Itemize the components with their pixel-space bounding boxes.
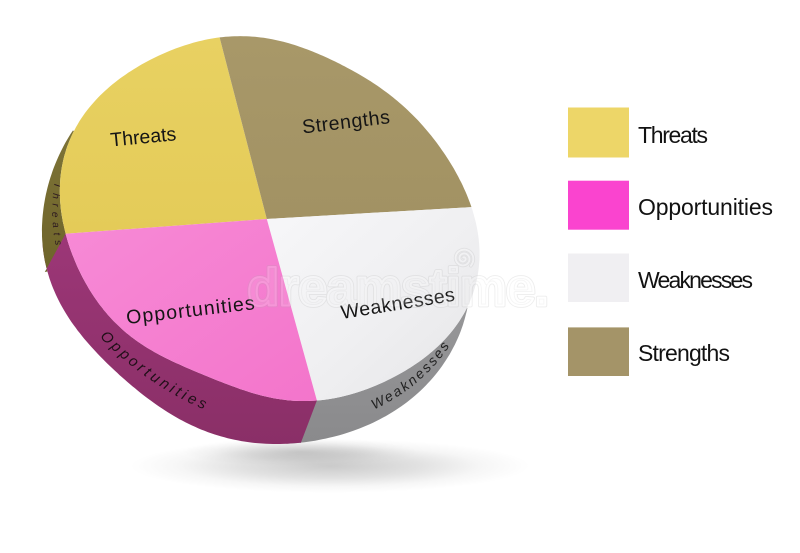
svg-text:Strengths: Strengths [638,340,730,366]
svg-text:dreamstime.: dreamstime. [247,259,549,318]
svg-text:Weaknesses: Weaknesses [638,267,753,293]
svg-text:Threats: Threats [638,122,708,148]
svg-text:dreamstime.: dreamstime. [247,259,549,318]
svg-text:Opportunities: Opportunities [638,194,773,220]
